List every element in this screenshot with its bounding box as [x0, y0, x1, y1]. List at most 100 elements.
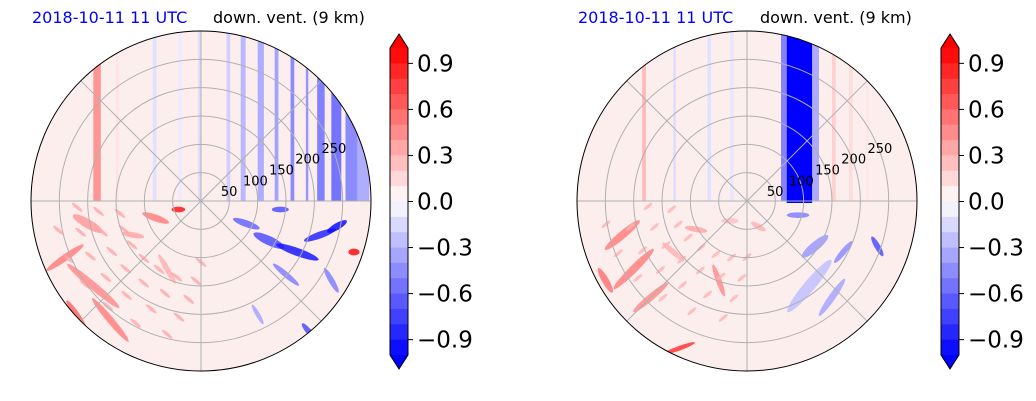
radial-tick-label: 200: [295, 153, 320, 168]
panel-time-title: 2018-10-11 11 UTC: [32, 8, 188, 27]
blob-mark: [142, 212, 170, 224]
colorbar-extend-bottom: [941, 355, 959, 369]
colorbar-tick-label: −0.6: [417, 282, 473, 308]
texture-mark: [658, 293, 668, 302]
colorbar-level: [390, 247, 408, 264]
streak-mark: [673, 31, 676, 201]
texture-mark: [130, 318, 141, 328]
colorbar-tick-label: 0.3: [968, 143, 1005, 169]
texture-mark: [183, 294, 195, 304]
streak-mark: [226, 31, 231, 201]
streak-mark: [93, 31, 101, 201]
colorbar-level: [390, 262, 408, 279]
colorbar-level: [390, 308, 408, 325]
colorbar-level: [941, 262, 959, 279]
colorbar-tick-label: 0.3: [417, 143, 454, 169]
colorbar-level: [941, 155, 959, 172]
polar-grid: [31, 31, 371, 371]
texture-mark: [126, 240, 138, 250]
texture-mark: [190, 276, 202, 286]
texture-mark: [106, 246, 118, 257]
colorbar-level: [390, 293, 408, 310]
texture-mark: [159, 288, 171, 298]
blob-mark: [348, 248, 360, 256]
angular-gridline: [200, 200, 322, 322]
blue-band-edge-mark: [812, 31, 819, 201]
blob-mark: [232, 217, 260, 230]
colorbar-level: [941, 247, 959, 264]
streak-mark: [152, 31, 157, 201]
colorbar-level: [941, 124, 959, 141]
texture-mark: [121, 290, 132, 300]
colorbar-level: [941, 293, 959, 310]
streak-mark: [331, 31, 342, 201]
blob-mark: [750, 221, 766, 232]
streak-mark: [345, 31, 358, 201]
panel-time-title: 2018-10-11 11 UTC: [578, 8, 734, 27]
colorbar-level: [941, 63, 959, 80]
texture-mark: [678, 281, 688, 289]
radial-tick-label: 250: [867, 142, 892, 157]
angular-gridline: [746, 80, 868, 202]
colorbar-level: [941, 78, 959, 95]
colorbar-level: [390, 78, 408, 95]
texture-mark: [633, 274, 643, 282]
colorbar-level: [390, 48, 408, 64]
colorbar-tick-label: −0.3: [417, 236, 473, 262]
colorbar-level: [390, 278, 408, 295]
colorbar-level: [390, 170, 408, 187]
radial-tick-label: 50: [767, 185, 784, 200]
polar-boundary: [576, 30, 918, 372]
blob-mark: [613, 248, 654, 290]
colorbar-outline: [389, 33, 409, 370]
colorbar-level: [941, 140, 959, 156]
radial-tick-label: 250: [321, 142, 346, 157]
texture-mark: [737, 274, 747, 282]
chart-panel-left: 2018-10-11 11 UTC down. vent. (9 km) 50 1…: [30, 8, 473, 372]
colorbar-level: [390, 94, 408, 110]
blob-mark: [712, 264, 726, 297]
colorbar-extend-top: [941, 34, 959, 48]
polar-boundary: [30, 30, 372, 372]
texture-mark: [171, 272, 183, 282]
colorbar-level: [390, 140, 408, 156]
streak-mark: [305, 31, 309, 201]
blob-mark: [275, 243, 319, 261]
blob-mark: [323, 267, 339, 293]
texture-mark: [650, 223, 659, 231]
colorbar-level: [941, 308, 959, 325]
streak-mark: [730, 31, 734, 201]
angular-gridline: [626, 200, 748, 322]
colorbar: 0.9 0.6 0.3 0.0 −0.3 −0.6 −0.9: [389, 33, 473, 370]
blob-mark: [818, 278, 846, 317]
angular-gridline: [746, 200, 868, 322]
chart-panel-right: 2018-10-11 11 UTC down. vent. (9 km) 50 1…: [545, 0, 1036, 401]
texture-mark: [718, 314, 728, 322]
texture-mark: [75, 227, 86, 237]
blob-mark: [663, 342, 695, 355]
colorbar-level: [941, 94, 959, 110]
blob-mark: [787, 259, 832, 313]
colorbar-tick-label: 0.0: [417, 190, 454, 216]
colorbar-level: [390, 109, 408, 126]
texture-mark: [114, 208, 126, 218]
colorbar-tick-label: 0.6: [417, 97, 454, 123]
streak-mark: [849, 31, 853, 201]
streak-mark: [832, 31, 836, 201]
radial-tick-label: 150: [269, 163, 294, 178]
texture-mark: [100, 272, 112, 283]
blob-mark: [91, 298, 129, 342]
colorbar-extend-top: [390, 34, 408, 48]
colorbar-level: [941, 170, 959, 187]
texture-mark: [673, 220, 683, 229]
angular-gridline: [80, 200, 202, 322]
texture-mark: [85, 251, 96, 261]
blob-mark: [684, 225, 708, 233]
angular-gridline: [200, 80, 322, 202]
texture-mark: [727, 253, 737, 262]
colorbar-level: [941, 186, 959, 202]
streak-mark: [707, 31, 712, 201]
blue-band-edge-mark: [781, 31, 787, 201]
colorbar-level: [390, 232, 408, 249]
